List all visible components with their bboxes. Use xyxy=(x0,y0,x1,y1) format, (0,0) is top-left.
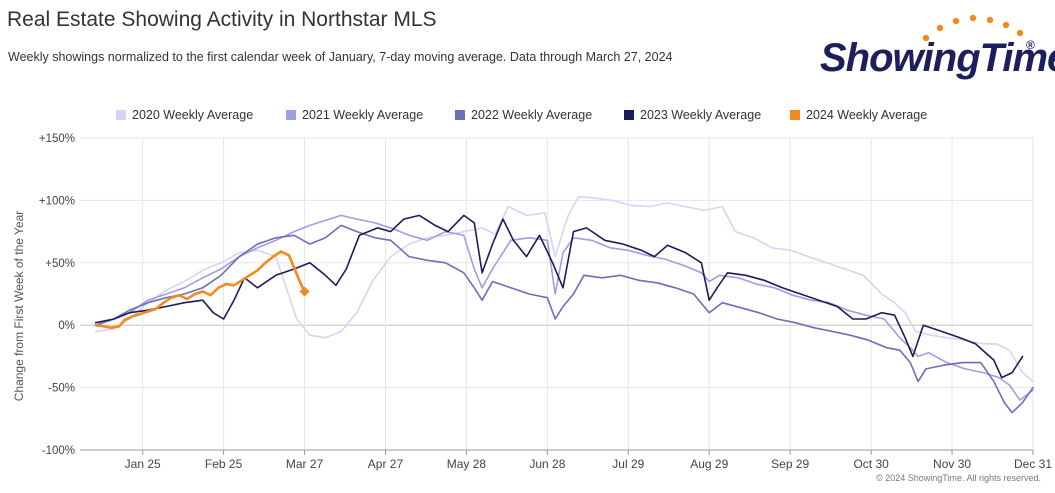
x-tick-label: Oct 30 xyxy=(853,457,889,471)
legend-label: 2023 Weekly Average xyxy=(640,108,762,122)
legend-label: 2022 Weekly Average xyxy=(471,108,593,122)
series-layer xyxy=(94,195,1034,414)
series-line xyxy=(94,250,306,329)
legend-swatch xyxy=(116,110,126,120)
series-2023 xyxy=(94,214,1024,379)
legend-swatch xyxy=(790,110,800,120)
last-point-marker xyxy=(299,286,310,297)
x-tick-label: Nov 30 xyxy=(933,457,971,471)
y-axis-title: Change from First Week of the Year xyxy=(12,211,26,402)
legend-label: 2024 Weekly Average xyxy=(806,108,928,122)
legend-swatch xyxy=(286,110,296,120)
x-tick-label: Sep 29 xyxy=(771,457,809,471)
legend-label: 2020 Weekly Average xyxy=(132,108,254,122)
y-tick-label: 0% xyxy=(58,320,75,332)
x-tick-label: Apr 27 xyxy=(368,457,404,471)
x-tick-label: Jul 29 xyxy=(612,457,644,471)
x-tick-label: Feb 25 xyxy=(205,457,243,471)
series-2024 xyxy=(94,250,310,329)
legend-item-2020[interactable]: 2020 Weekly Average xyxy=(116,106,253,124)
y-tick-label: -50% xyxy=(48,383,75,395)
series-line xyxy=(94,214,1024,379)
copyright-notice: © 2024 ShowingTime. All rights reserved. xyxy=(876,473,1041,483)
grid-layer xyxy=(80,137,1034,451)
series-2022 xyxy=(94,224,1034,414)
x-tick-label: Aug 29 xyxy=(690,457,728,471)
series-line xyxy=(94,224,1034,414)
series-2021 xyxy=(94,214,1034,401)
logo-registered-mark: ® xyxy=(1026,38,1035,52)
logo-wordmark: ShowingTime xyxy=(820,36,1055,80)
series-line xyxy=(94,214,1034,401)
legend-item-2023[interactable]: 2023 Weekly Average xyxy=(624,106,761,124)
y-tick-label: +100% xyxy=(39,195,75,207)
chart-subtitle: Weekly showings normalized to the first … xyxy=(8,50,673,64)
y-tick-label: -100% xyxy=(42,445,75,457)
x-tick-label: Mar 27 xyxy=(286,457,324,471)
legend-swatch xyxy=(624,110,634,120)
legend-label: 2021 Weekly Average xyxy=(302,108,424,122)
legend-item-2022[interactable]: 2022 Weekly Average xyxy=(455,106,592,124)
y-tick-label: +50% xyxy=(45,258,75,270)
showingtime-logo: ShowingTime ® xyxy=(816,14,1055,84)
logo-arc-dots xyxy=(922,14,1024,42)
chart-legend: 2020 Weekly Average 2021 Weekly Average 20… xyxy=(0,106,1055,124)
x-tick-label: Jun 28 xyxy=(529,457,565,471)
x-tick-label: Dec 31 xyxy=(1014,457,1052,471)
page-title: Real Estate Showing Activity in Northsta… xyxy=(7,8,437,31)
legend-item-2024[interactable]: 2024 Weekly Average xyxy=(790,106,927,124)
y-tick-label: +150% xyxy=(39,133,75,145)
axes-layer: -100% -50% 0% +50% +100% +150% Jan 25 Feb 25 Mar… xyxy=(12,133,1052,471)
series-line xyxy=(94,195,1034,383)
legend-swatch xyxy=(455,110,465,120)
x-tick-label: May 28 xyxy=(447,457,487,471)
series-2020 xyxy=(94,195,1034,383)
x-tick-label: Jan 25 xyxy=(125,457,161,471)
legend-item-2021[interactable]: 2021 Weekly Average xyxy=(286,106,423,124)
